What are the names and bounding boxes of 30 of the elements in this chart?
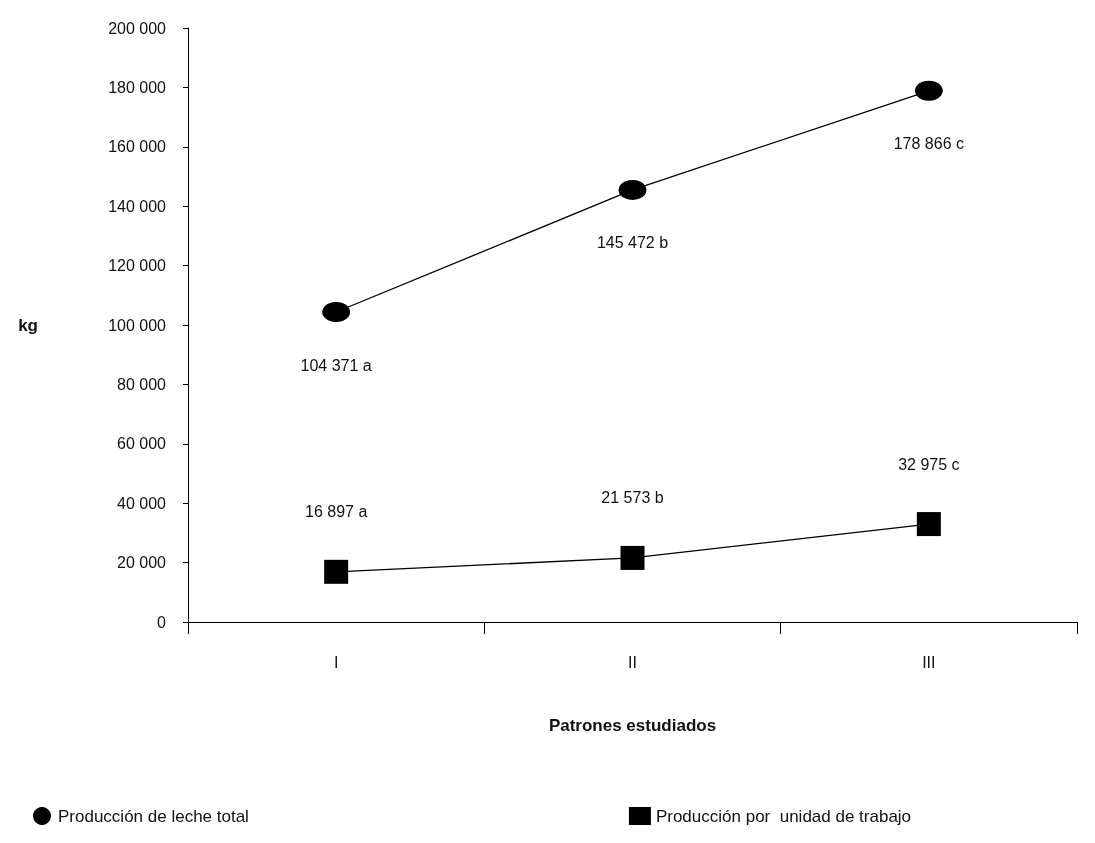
x-tick-label: II xyxy=(628,653,637,671)
y-tick-label: 160 000 xyxy=(108,138,167,156)
y-tick-label: 180 000 xyxy=(108,78,167,96)
y-tick-label: 80 000 xyxy=(117,375,167,393)
data-label: 145 472 b xyxy=(596,234,669,252)
x-tick-label: III xyxy=(922,653,936,671)
y-tick-label: 140 000 xyxy=(108,197,167,215)
point xyxy=(324,559,349,584)
point xyxy=(618,179,647,200)
data-label: 32 975 c xyxy=(898,455,960,473)
data-label: 104 371 a xyxy=(300,356,372,374)
point xyxy=(620,545,645,570)
data-label: 21 573 b xyxy=(601,489,664,507)
data-label: 16 897 a xyxy=(305,503,368,521)
data-label: 178 866 c xyxy=(893,135,964,153)
y-tick-label: 60 000 xyxy=(117,435,167,453)
point xyxy=(916,512,941,537)
y-tick-label: 200 000 xyxy=(108,19,167,37)
y-tick-label: 100 000 xyxy=(108,316,167,334)
y-tick-label: 40 000 xyxy=(117,494,167,512)
y-tick-label: 0 xyxy=(157,613,167,631)
x-tick-label: I xyxy=(333,653,339,671)
y-tick-label: 20 000 xyxy=(117,554,167,572)
y-tick-label: 120 000 xyxy=(108,257,167,275)
point xyxy=(914,80,943,101)
legend-label: Producción de leche total xyxy=(58,806,249,826)
y-axis-title: kg xyxy=(18,315,38,335)
legend-label: Producción por unidad de trabajo xyxy=(655,806,912,826)
x-axis-title: Patrones estudiados xyxy=(548,716,717,735)
point xyxy=(322,302,351,323)
